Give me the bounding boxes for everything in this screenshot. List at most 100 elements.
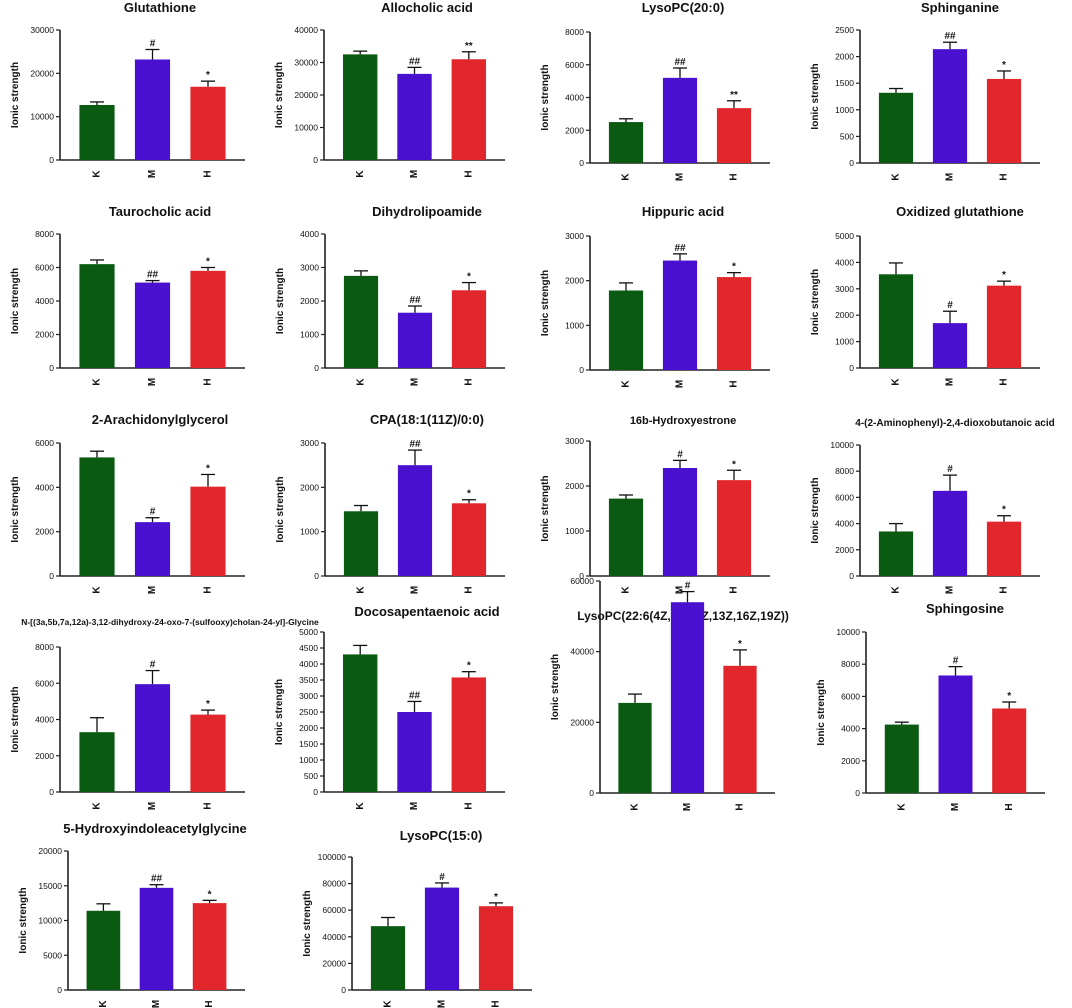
significance-label: # [150, 507, 156, 518]
x-tick-label: H [729, 173, 740, 180]
bar-k [608, 122, 644, 163]
bar-k [79, 104, 115, 160]
chart-title: Hippuric acid [642, 204, 724, 219]
y-tick-label: 2000 [35, 527, 54, 537]
chart-panel: Oxidized glutathione 0 1000 2000 3000 4000 500… [810, 204, 1040, 386]
y-tick-label: 2000 [300, 482, 319, 492]
x-tick-label: K [383, 1000, 394, 1008]
x-tick-label: K [896, 803, 907, 811]
y-tick-label: 60000 [322, 905, 346, 915]
significance-label: ** [465, 41, 473, 52]
y-tick-label: 500 [304, 771, 318, 781]
y-tick-label: 4000 [300, 229, 319, 239]
bar-m [662, 260, 698, 370]
x-tick-label: H [203, 170, 214, 177]
bar-k [86, 910, 121, 990]
x-tick-label: H [204, 1000, 215, 1007]
chart-panel: Hippuric acid 0 1000 2000 3000 Ionic strength… [540, 204, 770, 388]
y-tick-label: 20000 [294, 90, 318, 100]
x-tick-label: K [355, 170, 366, 178]
y-tick-label: 20000 [30, 68, 54, 78]
x-tick-label: M [675, 380, 686, 388]
bar-h [986, 521, 1022, 576]
bar-k [343, 511, 379, 576]
significance-label: # [947, 300, 953, 311]
x-tick-label: M [945, 586, 956, 594]
y-tick-label: 6000 [841, 691, 860, 701]
y-tick-label: 0 [314, 363, 319, 373]
y-axis-label: Ionic strength [816, 679, 827, 745]
y-tick-label: 0 [314, 571, 319, 581]
y-axis-label: Ionic strength [18, 887, 29, 953]
chart-title: Sphinganine [921, 0, 999, 15]
y-tick-label: 10000 [830, 440, 854, 450]
y-axis-label: Ionic strength [810, 477, 821, 543]
y-tick-label: 4000 [565, 93, 584, 103]
y-axis-label: Ionic strength [10, 268, 21, 334]
y-tick-label: 40000 [322, 932, 346, 942]
x-tick-label: H [464, 378, 475, 385]
chart-title: N-[(3a,5b,7a,12a)-3,12-dihydroxy-24-oxo-… [21, 617, 319, 627]
x-tick-label: M [147, 378, 158, 386]
y-tick-label: 3000 [565, 231, 584, 241]
y-axis-label: Ionic strength [540, 270, 551, 336]
y-tick-label: 0 [313, 787, 318, 797]
significance-label: # [953, 656, 959, 667]
significance-label: # [150, 39, 156, 50]
x-tick-label: H [203, 586, 214, 593]
x-tick-label: K [621, 586, 632, 594]
x-tick-label: H [463, 802, 474, 809]
y-tick-label: 500 [840, 131, 854, 141]
x-tick-label: K [891, 586, 902, 594]
y-tick-label: 8000 [841, 659, 860, 669]
chart-panel: Glutathione 0 10000 20000 30000 Ionic strengt… [10, 0, 245, 178]
y-tick-label: 1500 [299, 739, 318, 749]
x-tick-label: K [98, 1000, 109, 1008]
x-tick-label: K [356, 378, 367, 386]
bar-h [190, 270, 226, 368]
y-axis-label: Ionic strength [274, 679, 285, 745]
bar-m [662, 77, 698, 163]
y-tick-label: 1000 [835, 105, 854, 115]
significance-label: * [732, 459, 736, 470]
y-tick-label: 3000 [299, 691, 318, 701]
x-tick-label: M [147, 802, 158, 810]
bar-m [424, 887, 460, 990]
y-tick-label: 0 [49, 155, 54, 165]
bar-h [190, 86, 226, 160]
bar-h [986, 78, 1022, 163]
y-tick-label: 1000 [835, 337, 854, 347]
significance-label: * [467, 489, 471, 500]
significance-label: ## [409, 439, 421, 450]
y-tick-label: 2000 [841, 756, 860, 766]
y-tick-label: 2000 [565, 276, 584, 286]
y-tick-label: 20000 [38, 846, 62, 856]
y-tick-label: 0 [849, 571, 854, 581]
significance-label: # [439, 872, 445, 883]
y-axis-label: Ionic strength [10, 686, 21, 752]
y-axis-label: Ionic strength [275, 476, 286, 542]
x-tick-label: M [682, 803, 693, 811]
significance-label: * [208, 889, 212, 900]
significance-label: ** [730, 90, 738, 101]
bar-m [938, 675, 973, 793]
y-tick-label: 10000 [30, 112, 54, 122]
bar-h [451, 503, 487, 576]
x-tick-label: M [151, 1000, 162, 1008]
x-tick-label: K [621, 173, 632, 181]
y-axis-label: Ionic strength [810, 269, 821, 335]
y-tick-label: 1500 [835, 78, 854, 88]
x-tick-label: M [675, 586, 686, 594]
x-tick-label: H [1004, 803, 1015, 810]
y-tick-label: 8000 [35, 229, 54, 239]
chart-panel: Docosapentaenoic acid 0 500 1000 1500 2000 250… [274, 604, 505, 810]
chart-title: Glutathione [124, 0, 196, 15]
bar-k [343, 275, 379, 368]
y-tick-label: 4000 [35, 296, 54, 306]
x-tick-label: H [463, 170, 474, 177]
y-tick-label: 80000 [322, 879, 346, 889]
y-axis-label: Ionic strength [550, 654, 561, 720]
bar-m [670, 602, 705, 793]
x-tick-label: M [675, 173, 686, 181]
y-tick-label: 10000 [38, 916, 62, 926]
